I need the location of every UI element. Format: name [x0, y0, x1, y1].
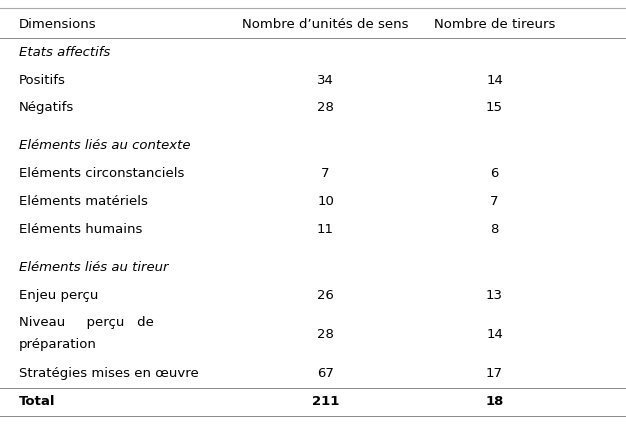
- Text: Dimensions: Dimensions: [19, 18, 96, 31]
- Text: Etats affectifs: Etats affectifs: [19, 45, 110, 58]
- Text: Eléments circonstanciels: Eléments circonstanciels: [19, 168, 184, 181]
- Text: Eléments matériels: Eléments matériels: [19, 196, 148, 209]
- Text: 28: 28: [317, 329, 334, 342]
- Text: Eléments humains: Eléments humains: [19, 223, 142, 236]
- Text: préparation: préparation: [19, 339, 96, 352]
- Text: 34: 34: [317, 74, 334, 87]
- Text: 17: 17: [486, 368, 503, 381]
- Text: Positifs: Positifs: [19, 74, 66, 87]
- Text: 11: 11: [317, 223, 334, 236]
- Text: 7: 7: [490, 196, 499, 209]
- Text: 14: 14: [486, 74, 503, 87]
- Text: Eléments liés au tireur: Eléments liés au tireur: [19, 262, 168, 275]
- Text: 10: 10: [317, 196, 334, 209]
- Text: 8: 8: [490, 223, 499, 236]
- Text: Niveau     perçu   de: Niveau perçu de: [19, 316, 153, 329]
- Text: 7: 7: [321, 168, 330, 181]
- Text: Total: Total: [19, 395, 55, 408]
- Text: 28: 28: [317, 101, 334, 114]
- Text: 6: 6: [490, 168, 499, 181]
- Text: Enjeu perçu: Enjeu perçu: [19, 290, 98, 303]
- Text: 14: 14: [486, 329, 503, 342]
- Text: 13: 13: [486, 290, 503, 303]
- Text: 18: 18: [485, 395, 504, 408]
- Text: 211: 211: [312, 395, 339, 408]
- Text: Nombre de tireurs: Nombre de tireurs: [434, 18, 555, 31]
- Text: 26: 26: [317, 290, 334, 303]
- Text: Stratégies mises en œuvre: Stratégies mises en œuvre: [19, 368, 198, 381]
- Text: Eléments liés au contexte: Eléments liés au contexte: [19, 139, 190, 152]
- Text: Négatifs: Négatifs: [19, 101, 74, 114]
- Text: 67: 67: [317, 368, 334, 381]
- Text: Nombre d’unités de sens: Nombre d’unités de sens: [242, 18, 409, 31]
- Text: 15: 15: [486, 101, 503, 114]
